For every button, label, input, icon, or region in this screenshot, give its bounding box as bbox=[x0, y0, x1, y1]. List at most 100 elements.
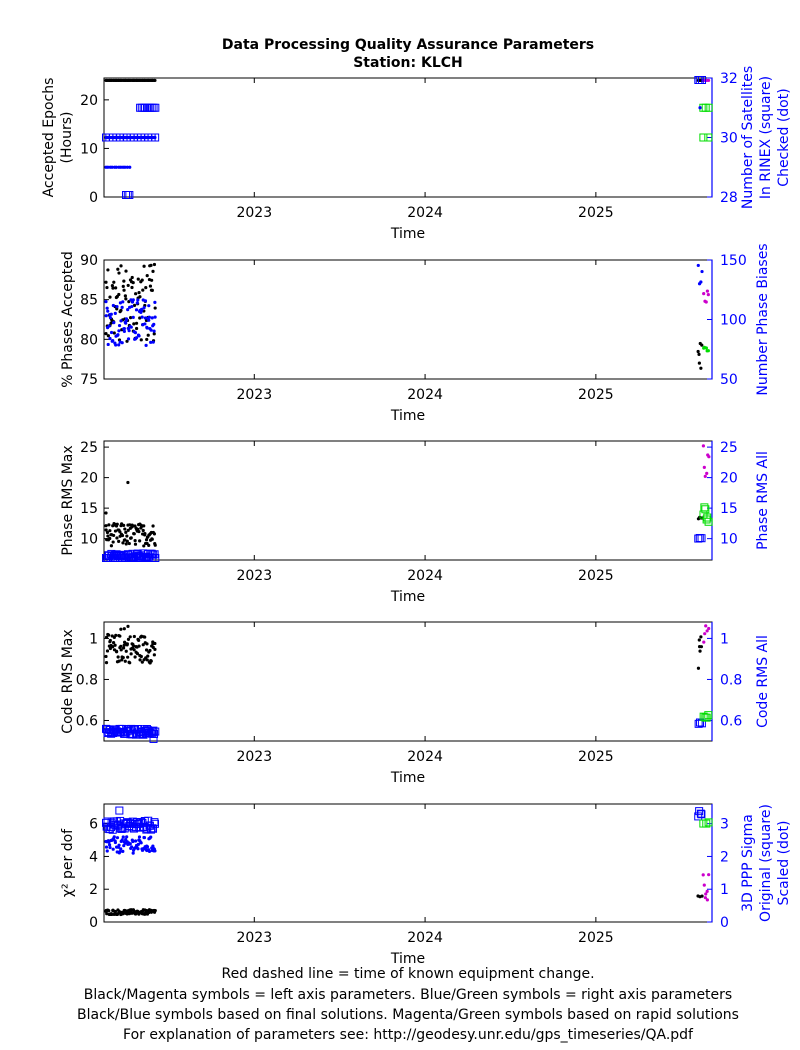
data-dot bbox=[117, 843, 121, 847]
data-dot bbox=[702, 291, 706, 296]
y-right-tick-label: 50 bbox=[720, 372, 738, 388]
y-left-tick-label: 25 bbox=[80, 440, 98, 456]
data-dot bbox=[111, 645, 115, 649]
y-right-axis-label: Number of Satellites bbox=[740, 66, 756, 209]
data-dot bbox=[124, 649, 128, 653]
data-dot bbox=[128, 165, 132, 169]
data-dot bbox=[705, 289, 710, 293]
data-dot bbox=[106, 309, 110, 313]
data-dot bbox=[705, 898, 709, 902]
data-dot bbox=[137, 638, 141, 643]
data-dot bbox=[697, 352, 701, 356]
data-dot bbox=[707, 626, 711, 631]
data-dot bbox=[696, 666, 701, 670]
x-tick-label: 2025 bbox=[578, 205, 614, 221]
x-tick-label: 2025 bbox=[578, 930, 614, 946]
data-dot bbox=[153, 543, 157, 547]
data-dot bbox=[137, 835, 142, 839]
data-dot bbox=[107, 909, 111, 913]
data-square bbox=[150, 819, 159, 828]
data-dot bbox=[141, 643, 145, 647]
data-dot bbox=[696, 263, 700, 268]
data-dot bbox=[115, 522, 119, 526]
data-dot bbox=[138, 658, 142, 662]
data-dot bbox=[104, 528, 108, 532]
data-dot bbox=[149, 263, 153, 267]
data-dot bbox=[110, 165, 114, 169]
data-dot bbox=[128, 316, 133, 320]
y-left-tick-label: 4 bbox=[89, 849, 98, 865]
data-dot bbox=[112, 533, 116, 538]
data-dot bbox=[119, 847, 123, 851]
data-dot bbox=[126, 637, 131, 641]
data-dot bbox=[105, 649, 110, 653]
data-square bbox=[702, 819, 711, 828]
data-dot bbox=[133, 655, 137, 659]
data-dot bbox=[138, 316, 142, 320]
data-dot bbox=[114, 343, 118, 347]
data-dot bbox=[113, 840, 118, 845]
data-dot bbox=[140, 660, 144, 664]
data-dot bbox=[122, 646, 126, 650]
data-dot bbox=[122, 279, 126, 283]
data-square bbox=[105, 551, 114, 560]
x-axis-label: Time bbox=[390, 226, 425, 242]
data-dot bbox=[139, 841, 143, 845]
data-dot bbox=[134, 308, 139, 312]
y-left-tick-label: 75 bbox=[80, 372, 98, 388]
data-dot bbox=[120, 341, 124, 345]
data-square bbox=[115, 806, 124, 815]
data-dot bbox=[127, 541, 131, 546]
data-points bbox=[102, 76, 713, 199]
data-dot bbox=[104, 845, 109, 849]
data-dot bbox=[126, 337, 131, 341]
data-dot bbox=[706, 78, 711, 83]
data-dot bbox=[127, 912, 132, 916]
y-right-tick-label: 10 bbox=[720, 532, 738, 548]
data-dot bbox=[120, 658, 124, 662]
data-dot bbox=[704, 892, 708, 896]
data-dot bbox=[121, 284, 125, 288]
data-points bbox=[102, 624, 713, 743]
y-right-tick-label: 1 bbox=[720, 631, 729, 647]
data-dot bbox=[143, 635, 147, 639]
data-dot bbox=[105, 849, 109, 853]
data-dot bbox=[118, 530, 122, 534]
data-dot bbox=[111, 339, 115, 343]
y-right-axis-label: Checked (dot) bbox=[776, 88, 792, 186]
data-dot bbox=[124, 297, 128, 301]
x-axis-label: Time bbox=[390, 770, 425, 786]
y-right-tick-label: 2 bbox=[720, 849, 729, 865]
data-dot bbox=[153, 908, 157, 913]
data-dot bbox=[126, 655, 130, 659]
y-left-axis-label: Phase RMS Max bbox=[60, 445, 76, 555]
data-dot bbox=[128, 661, 132, 665]
y-left-tick-label: 0 bbox=[89, 915, 98, 931]
data-dot bbox=[138, 295, 142, 299]
data-dot bbox=[143, 322, 147, 326]
data-dot bbox=[698, 106, 702, 110]
data-square bbox=[701, 505, 710, 514]
data-dot bbox=[122, 327, 126, 331]
data-dot bbox=[144, 343, 148, 348]
data-dot bbox=[115, 536, 119, 540]
data-dot bbox=[697, 361, 701, 365]
data-dot bbox=[133, 538, 137, 543]
data-dot bbox=[122, 627, 126, 631]
footer-line-3: Black/Blue symbols based on final soluti… bbox=[77, 1007, 739, 1023]
y-left-axis-label: Accepted Epochs bbox=[41, 78, 57, 198]
data-dot bbox=[151, 340, 155, 344]
data-dot bbox=[113, 529, 118, 533]
data-dot bbox=[145, 658, 149, 662]
data-dot bbox=[109, 321, 113, 325]
y-right-axis-label: Code RMS All bbox=[755, 635, 771, 728]
y-right-axis-label: Scaled (dot) bbox=[776, 821, 792, 906]
data-dot bbox=[117, 323, 122, 328]
data-dot bbox=[125, 642, 129, 646]
data-dot bbox=[108, 845, 112, 850]
x-axis-label: Time bbox=[390, 408, 425, 424]
data-dot bbox=[137, 529, 141, 534]
y-right-tick-label: 28 bbox=[720, 190, 738, 206]
